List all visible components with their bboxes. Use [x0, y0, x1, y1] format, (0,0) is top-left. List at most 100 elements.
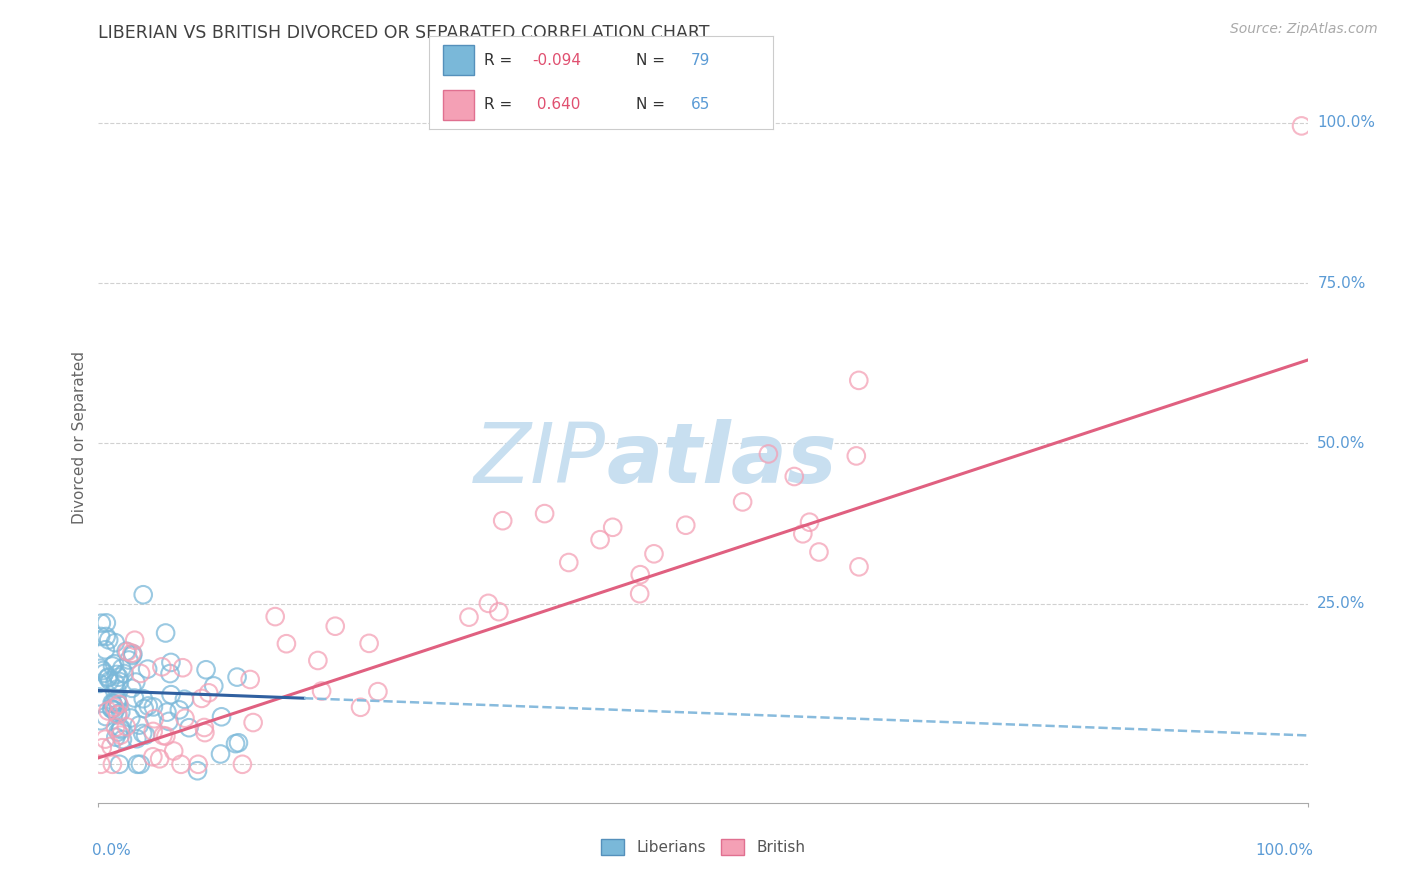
Point — [187, 757, 209, 772]
Point — [225, 737, 247, 751]
Point — [105, 667, 128, 681]
Point — [107, 725, 129, 739]
Point — [101, 696, 124, 710]
Point — [110, 728, 132, 742]
Point — [157, 714, 180, 729]
Point — [104, 635, 127, 649]
Point — [195, 663, 218, 677]
Y-axis label: Divorced or Separated: Divorced or Separated — [72, 351, 87, 524]
Text: -0.094: -0.094 — [533, 53, 581, 68]
Text: 79: 79 — [690, 53, 710, 68]
Point — [845, 449, 868, 463]
Point — [115, 720, 138, 734]
Point — [105, 682, 128, 697]
Point — [100, 702, 122, 716]
Text: 100.0%: 100.0% — [1317, 115, 1375, 130]
Point — [94, 732, 117, 747]
Point — [533, 507, 555, 521]
Bar — [443, 45, 474, 75]
Point — [202, 679, 225, 693]
Point — [150, 660, 173, 674]
Point — [152, 729, 174, 743]
Point — [98, 673, 121, 688]
Point — [589, 533, 612, 547]
Point — [792, 526, 814, 541]
Point — [242, 715, 264, 730]
Point — [121, 648, 143, 663]
Text: N =: N = — [636, 97, 665, 112]
Point — [211, 710, 233, 724]
Point — [107, 698, 129, 712]
Point — [155, 729, 177, 743]
Point — [136, 662, 159, 676]
Point — [105, 693, 128, 707]
Point — [91, 740, 114, 755]
Point — [101, 757, 124, 772]
Point — [159, 666, 181, 681]
Point — [108, 674, 131, 689]
Point — [110, 723, 132, 737]
Point — [107, 707, 129, 722]
Point — [104, 675, 127, 690]
Point — [628, 587, 651, 601]
Point — [97, 632, 120, 647]
Point — [848, 559, 870, 574]
Point — [110, 705, 132, 719]
Text: LIBERIAN VS BRITISH DIVORCED OR SEPARATED CORRELATION CHART: LIBERIAN VS BRITISH DIVORCED OR SEPARATE… — [98, 24, 710, 42]
Point — [107, 707, 129, 722]
Point — [124, 691, 146, 706]
Point — [142, 749, 165, 764]
Point — [134, 728, 156, 742]
Point — [87, 690, 110, 704]
Point — [127, 757, 149, 772]
Point — [94, 642, 117, 657]
Point — [93, 666, 115, 681]
Point — [807, 545, 830, 559]
Point — [628, 567, 651, 582]
Point — [848, 373, 870, 387]
Point — [128, 718, 150, 732]
Point — [107, 695, 129, 709]
Point — [160, 688, 183, 702]
Point — [492, 514, 515, 528]
Point — [783, 469, 806, 483]
Text: 75.0%: 75.0% — [1317, 276, 1365, 291]
Point — [173, 692, 195, 706]
Bar — [443, 90, 474, 120]
Point — [190, 691, 212, 706]
Text: N =: N = — [636, 53, 665, 68]
Point — [226, 670, 249, 684]
Point — [731, 495, 754, 509]
Point — [124, 633, 146, 648]
Point — [799, 515, 821, 529]
Point — [231, 757, 253, 772]
Point — [103, 700, 125, 714]
Point — [104, 730, 127, 744]
Point — [90, 757, 112, 772]
Legend: Liberians, British: Liberians, British — [595, 833, 811, 861]
Point — [129, 757, 152, 772]
Point — [129, 666, 152, 681]
Point — [108, 698, 131, 712]
Point — [125, 675, 148, 690]
Point — [307, 653, 329, 667]
Point — [174, 711, 197, 725]
Text: 65: 65 — [690, 97, 710, 112]
Point — [186, 764, 208, 778]
Point — [172, 661, 194, 675]
Point — [111, 661, 134, 675]
Point — [94, 709, 117, 723]
Point — [115, 644, 138, 658]
Point — [97, 704, 120, 718]
Point — [359, 636, 381, 650]
Point — [143, 712, 166, 726]
Point — [104, 704, 127, 718]
Text: 50.0%: 50.0% — [1317, 436, 1365, 451]
Point — [90, 630, 112, 644]
Point — [163, 744, 186, 758]
Point — [602, 520, 624, 534]
Point — [117, 645, 139, 659]
Point — [125, 731, 148, 746]
Point — [155, 626, 177, 640]
Point — [643, 547, 665, 561]
